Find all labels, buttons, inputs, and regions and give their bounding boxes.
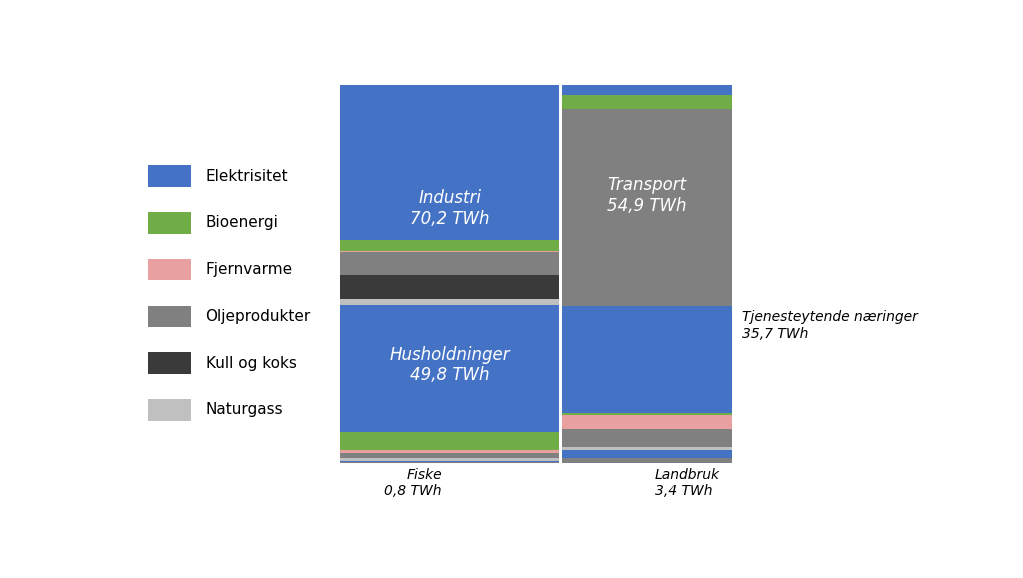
- Text: Bioenergi: Bioenergi: [206, 216, 278, 231]
- Text: Landbruk
3,4 TWh: Landbruk 3,4 TWh: [655, 468, 720, 498]
- Bar: [147, 399, 191, 421]
- Text: Naturgass: Naturgass: [206, 402, 283, 417]
- Text: Transport
54,9 TWh: Transport 54,9 TWh: [608, 176, 686, 215]
- Bar: [341, 85, 559, 240]
- Text: Fjernvarme: Fjernvarme: [206, 262, 293, 277]
- Bar: [563, 414, 732, 429]
- Bar: [341, 450, 559, 453]
- Text: Fiske
0,8 TWh: Fiske 0,8 TWh: [385, 468, 442, 498]
- Bar: [341, 251, 559, 252]
- Text: Oljeprodukter: Oljeprodukter: [206, 309, 311, 324]
- Bar: [563, 429, 732, 447]
- Text: Husholdninger
49,8 TWh: Husholdninger 49,8 TWh: [390, 346, 510, 384]
- Bar: [341, 453, 559, 458]
- Bar: [147, 306, 191, 327]
- Bar: [341, 240, 559, 251]
- Bar: [341, 432, 559, 450]
- Text: Industri
70,2 TWh: Industri 70,2 TWh: [410, 189, 489, 228]
- Text: Tjenesteytende næringer
35,7 TWh: Tjenesteytende næringer 35,7 TWh: [742, 310, 918, 340]
- Bar: [563, 109, 732, 306]
- Text: Elektrisitet: Elektrisitet: [206, 169, 288, 184]
- Bar: [341, 461, 559, 463]
- Bar: [147, 259, 191, 280]
- Bar: [341, 458, 559, 461]
- Bar: [563, 95, 732, 109]
- Bar: [341, 299, 559, 305]
- Bar: [341, 252, 559, 275]
- Text: Kull og koks: Kull og koks: [206, 355, 297, 370]
- Bar: [563, 85, 732, 95]
- Bar: [563, 458, 732, 463]
- Bar: [563, 306, 732, 413]
- Bar: [147, 353, 191, 374]
- Bar: [341, 275, 559, 299]
- Bar: [147, 212, 191, 234]
- Bar: [563, 450, 732, 458]
- Bar: [563, 413, 732, 414]
- Bar: [563, 447, 732, 450]
- Bar: [147, 165, 191, 187]
- Bar: [341, 305, 559, 432]
